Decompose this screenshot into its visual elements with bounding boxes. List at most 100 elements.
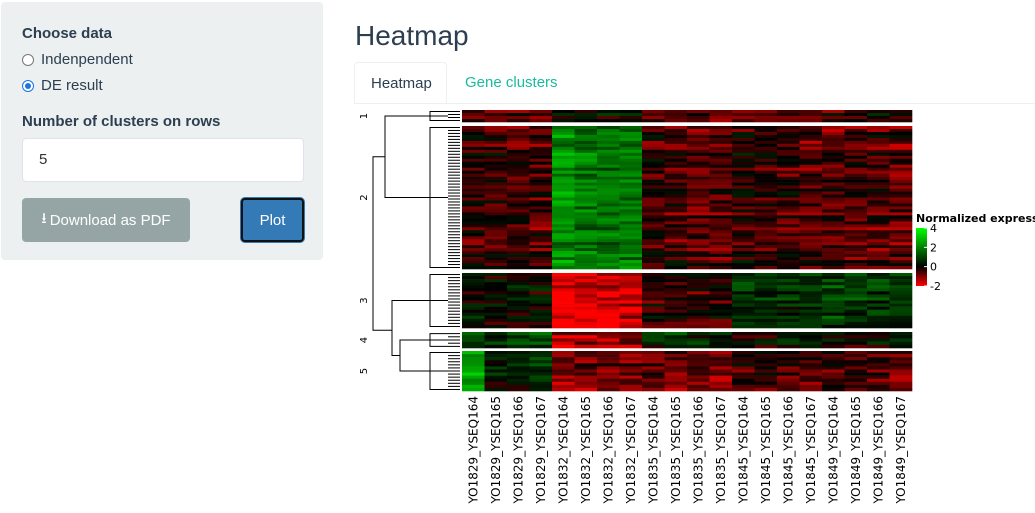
heatmap-cell	[799, 197, 823, 201]
heatmap-cell	[709, 110, 733, 114]
heatmap-cell	[822, 285, 845, 289]
heatmap-cell	[529, 137, 553, 142]
heatmap-cell	[552, 194, 575, 198]
heatmap-cell	[507, 341, 530, 346]
heatmap-cell	[754, 137, 778, 142]
heatmap-cell	[529, 257, 553, 261]
heatmap-cell	[799, 263, 823, 267]
radio-checked-icon[interactable]	[22, 79, 34, 92]
heatmap-cell	[732, 182, 755, 186]
heatmap-cell	[529, 294, 553, 298]
heatmap-cell	[484, 321, 508, 326]
tab-heatmap[interactable]: Heatmap	[354, 62, 447, 103]
heatmap-cell	[619, 200, 643, 204]
heatmap-cell	[732, 185, 755, 189]
heatmap-cell	[529, 375, 553, 379]
radio-circle-icon[interactable]	[22, 53, 34, 66]
heatmap-cell	[462, 257, 485, 261]
clusters-input[interactable]: 5	[22, 138, 304, 182]
heatmap-cell	[484, 263, 508, 267]
heatmap-cell	[889, 176, 913, 180]
heatmap-cell	[664, 315, 688, 320]
heatmap-cell	[642, 194, 665, 198]
radio-independent[interactable]: Indenpendent	[22, 51, 133, 68]
heatmap-cell	[619, 285, 643, 289]
heatmap-cell	[867, 206, 890, 210]
heatmap-cell	[844, 209, 868, 213]
heatmap-cell	[664, 351, 688, 355]
heatmap-cell	[867, 285, 890, 289]
heatmap-cell	[462, 387, 485, 392]
column-label: YO1845_YSEQ167	[804, 396, 818, 505]
heatmap-cell	[484, 152, 508, 157]
heatmap-cell	[552, 143, 575, 148]
column-label: YO1829_YSEQ164	[466, 396, 480, 505]
heatmap-cell	[732, 306, 755, 310]
heatmap-cell	[529, 149, 553, 154]
heatmap-cell	[619, 158, 643, 163]
heatmap-cell	[619, 335, 643, 339]
heatmap-cell	[687, 128, 710, 133]
heatmap-cell	[552, 110, 575, 114]
heatmap-cell	[799, 176, 823, 180]
dendrogram-branch	[410, 126, 448, 269]
heatmap-cell	[664, 260, 688, 264]
heatmap-cell	[777, 254, 800, 258]
plot-button[interactable]: Plot	[241, 198, 304, 242]
heatmap-cell	[507, 131, 530, 136]
heatmap-cell	[619, 188, 643, 192]
heatmap-cell	[642, 191, 665, 195]
heatmap-cell	[687, 363, 710, 367]
heatmap-cell	[664, 173, 688, 177]
heatmap-cell	[889, 332, 913, 336]
heatmap-cell	[889, 288, 913, 292]
heatmap-cell	[574, 257, 598, 261]
heatmap-cell	[709, 384, 733, 389]
heatmap-cell	[484, 276, 508, 280]
heatmap-cell	[462, 179, 485, 183]
heatmap-cell	[732, 303, 755, 307]
heatmap-cell	[867, 227, 890, 231]
heatmap-cell	[642, 224, 665, 228]
heatmap-cell	[822, 369, 845, 373]
heatmap-cell	[754, 372, 778, 376]
heatmap-cell	[574, 387, 598, 392]
heatmap-cell	[867, 218, 890, 222]
heatmap-cell	[574, 273, 598, 277]
radio-de-result[interactable]: DE result	[22, 77, 103, 94]
heatmap-cell	[462, 285, 485, 289]
heatmap-cell	[507, 167, 530, 171]
heatmap-cell	[822, 206, 845, 210]
heatmap-cell	[889, 357, 913, 361]
heatmap-cell	[709, 297, 733, 301]
heatmap-cell	[664, 273, 688, 277]
heatmap-cell	[574, 110, 598, 114]
heatmap-cell	[709, 318, 733, 323]
heatmap-cell	[822, 152, 845, 157]
heatmap-cell	[844, 233, 868, 237]
heatmap-cell	[709, 341, 733, 346]
heatmap-cell	[777, 233, 800, 237]
heatmap-cell	[574, 140, 598, 145]
heatmap-cell	[642, 143, 665, 148]
heatmap-cell	[574, 338, 598, 342]
heatmap-cell	[687, 344, 710, 349]
heatmap-cell	[844, 221, 868, 225]
heatmap-cell	[777, 315, 800, 320]
heatmap-cell	[552, 230, 575, 234]
heatmap-cell	[822, 170, 845, 174]
heatmap-cell	[844, 291, 868, 295]
heatmap-cell	[732, 110, 755, 114]
heatmap-cell	[597, 134, 620, 139]
heatmap-cell	[822, 257, 845, 261]
tab-gene-clusters[interactable]: Gene clusters	[465, 74, 558, 91]
heatmap-cell	[574, 363, 598, 367]
heatmap-cell	[754, 233, 778, 237]
heatmap-cell	[777, 369, 800, 373]
heatmap-cell	[597, 209, 620, 213]
heatmap-cell	[597, 335, 620, 339]
download-pdf-button[interactable]: ⭳ Download as PDF	[22, 198, 190, 242]
heatmap-cell	[889, 170, 913, 174]
heatmap-cell	[709, 276, 733, 280]
column-label: YO1845_YSEQ165	[759, 396, 773, 505]
